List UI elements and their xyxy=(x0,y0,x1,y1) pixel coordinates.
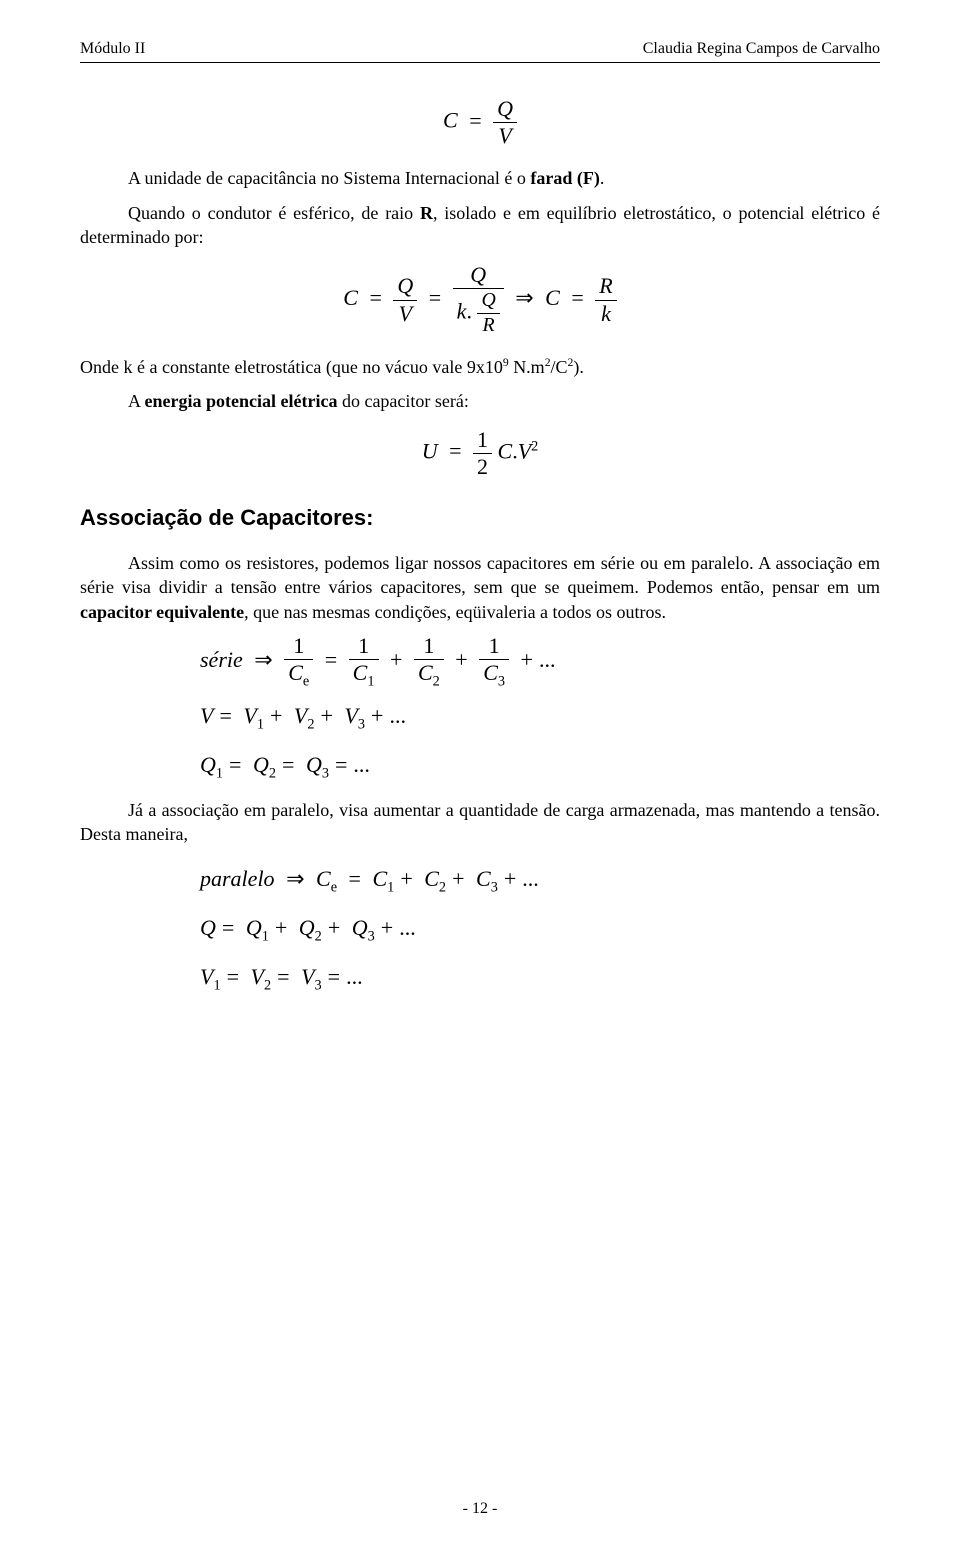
section-heading: Associação de Capacitores: xyxy=(80,505,880,531)
eq-c-qv: C = Q V xyxy=(80,97,880,148)
header-right: Claudia Regina Campos de Carvalho xyxy=(643,40,880,58)
eq-paralelo-block: paralelo ⇒ Ce = C1+ C2+ C3+... Q= Q1+ Q2… xyxy=(200,857,880,1000)
eq-serie-block: série ⇒ 1Ce = 1C1 + 1C2 + 1C3 +... V= V1… xyxy=(200,634,880,788)
para-sphere: Quando o condutor é esférico, de raio R,… xyxy=(80,201,880,250)
para-k: Onde k é a constante eletrostática (que … xyxy=(80,355,880,379)
eq-sphere: C = Q V = Q k. Q R ⇒ C = R xyxy=(80,263,880,337)
header-divider xyxy=(80,62,880,63)
para-energy: A energia potencial elétrica do capacito… xyxy=(80,389,880,413)
header-left: Módulo II xyxy=(80,40,145,58)
para-assoc: Assim como os resistores, podemos ligar … xyxy=(80,551,880,624)
eq-energy: U = 1 2 C.V2 xyxy=(80,428,880,479)
para-unit: A unidade de capacitância no Sistema Int… xyxy=(80,166,880,190)
para-parallel: Já a associação em paralelo, visa aument… xyxy=(80,798,880,847)
page-number: - 12 - xyxy=(0,1500,960,1518)
